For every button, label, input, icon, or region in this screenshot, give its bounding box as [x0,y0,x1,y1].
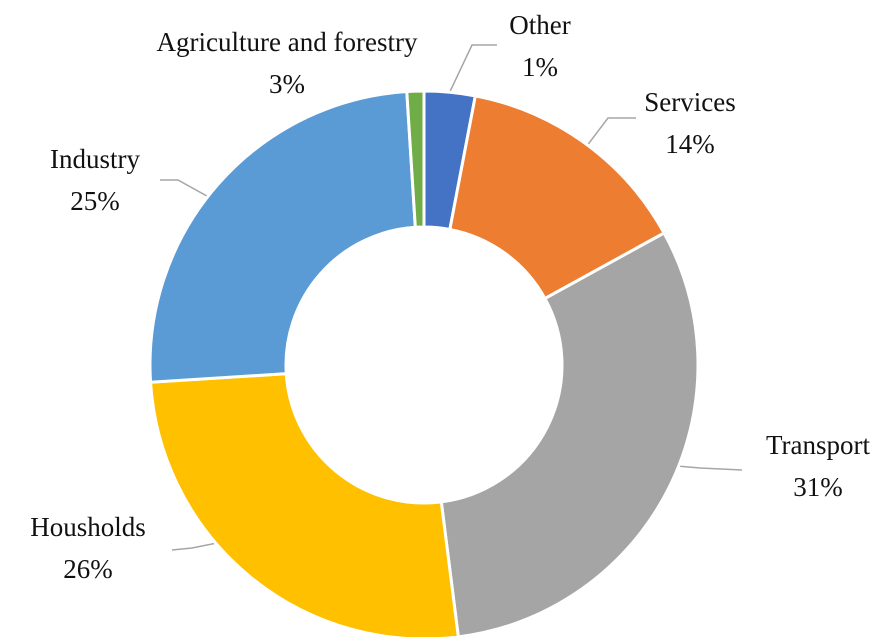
category-label: Transport [766,430,871,460]
category-label: Housholds [30,512,146,542]
value-label: 1% [522,52,558,82]
donut-slice [148,89,417,384]
donut-slice [439,230,700,637]
category-label: Other [509,10,570,40]
value-label: 31% [793,472,843,502]
category-label: Industry [50,144,140,174]
value-label: 25% [70,186,120,216]
category-label: Agriculture and forestry [157,27,418,57]
value-label: 14% [665,129,715,159]
donut-slice [448,94,667,301]
value-label: 3% [269,69,305,99]
donut-slice [405,89,426,229]
donut-slice [148,372,460,637]
category-label: Services [644,87,735,117]
value-label: 26% [63,554,113,584]
